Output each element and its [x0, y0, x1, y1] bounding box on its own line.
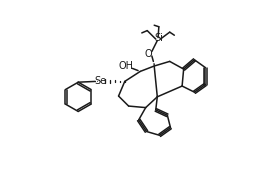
Text: Se: Se	[94, 76, 106, 87]
Text: OH: OH	[119, 61, 134, 71]
Text: Si: Si	[154, 33, 163, 43]
Text: ···: ···	[93, 79, 100, 85]
Text: O: O	[144, 49, 152, 59]
